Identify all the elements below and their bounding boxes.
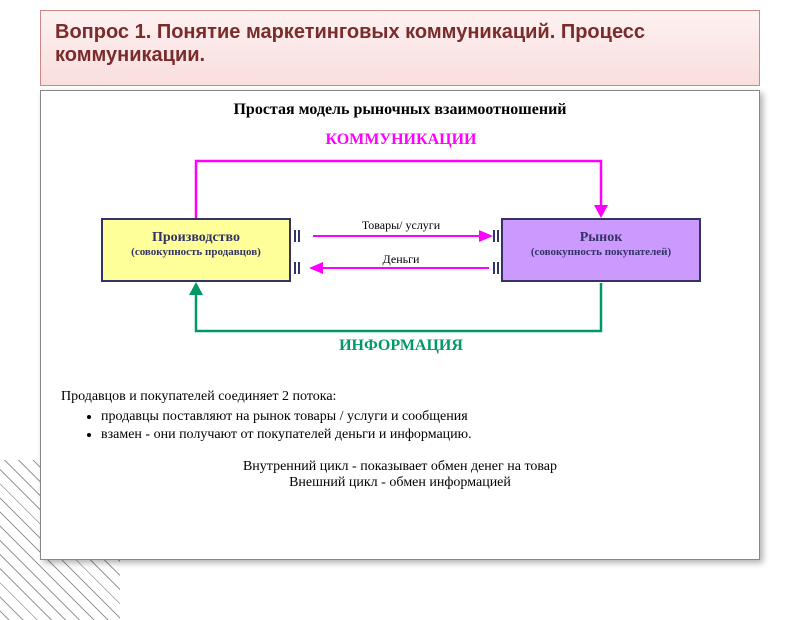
cycle-block: Внутренний цикл - показывает обмен денег… bbox=[61, 459, 739, 491]
information-label: ИНФОРМАЦИЯ bbox=[61, 337, 741, 355]
content-panel: Простая модель рыночных взаимоотношений … bbox=[40, 90, 760, 560]
production-title: Производство bbox=[109, 230, 283, 246]
notes-list: продавцы поставляют на рынок товары / ус… bbox=[101, 409, 739, 443]
outer-bottom-path bbox=[196, 283, 601, 331]
outer-bottom-arrowhead bbox=[189, 282, 203, 295]
market-title: Рынок bbox=[509, 230, 693, 246]
outer-top-path bbox=[196, 161, 601, 218]
market-box: Рынок (совокупность покупателей) bbox=[501, 218, 701, 282]
content-subtitle: Простая модель рыночных взаимоотношений bbox=[61, 101, 739, 119]
tick-right-bottom bbox=[493, 262, 499, 274]
money-label: Деньги bbox=[321, 252, 481, 267]
cycle-line-2: Внешний цикл - обмен информацией bbox=[61, 475, 739, 491]
diagram-stage: КОММУНИКАЦИИ Производство (совокупность … bbox=[61, 123, 739, 383]
production-box: Производство (совокупность продавцов) bbox=[101, 218, 291, 282]
tick-left-top bbox=[294, 230, 300, 242]
market-sub: (совокупность покупателей) bbox=[509, 246, 693, 258]
notes-intro: Продавцов и покупателей соединяет 2 пото… bbox=[61, 389, 739, 405]
cycle-line-1: Внутренний цикл - показывает обмен денег… bbox=[61, 459, 739, 475]
outer-top-arrowhead bbox=[594, 205, 608, 218]
header-title: Вопрос 1. Понятие маркетинговых коммуник… bbox=[55, 21, 745, 67]
notes-bullet-2: взамен - они получают от покупателей ден… bbox=[101, 427, 739, 443]
header-panel: Вопрос 1. Понятие маркетинговых коммуник… bbox=[40, 10, 760, 86]
inner-top-arrowhead bbox=[479, 230, 493, 242]
tick-left-bottom bbox=[294, 262, 300, 274]
tick-right-top bbox=[493, 230, 499, 242]
notes-bullet-1: продавцы поставляют на рынок товары / ус… bbox=[101, 409, 739, 425]
notes-block: Продавцов и покупателей соединяет 2 пото… bbox=[61, 389, 739, 491]
production-sub: (совокупность продавцов) bbox=[109, 246, 283, 258]
goods-services-label: Товары/ услуги bbox=[321, 218, 481, 233]
